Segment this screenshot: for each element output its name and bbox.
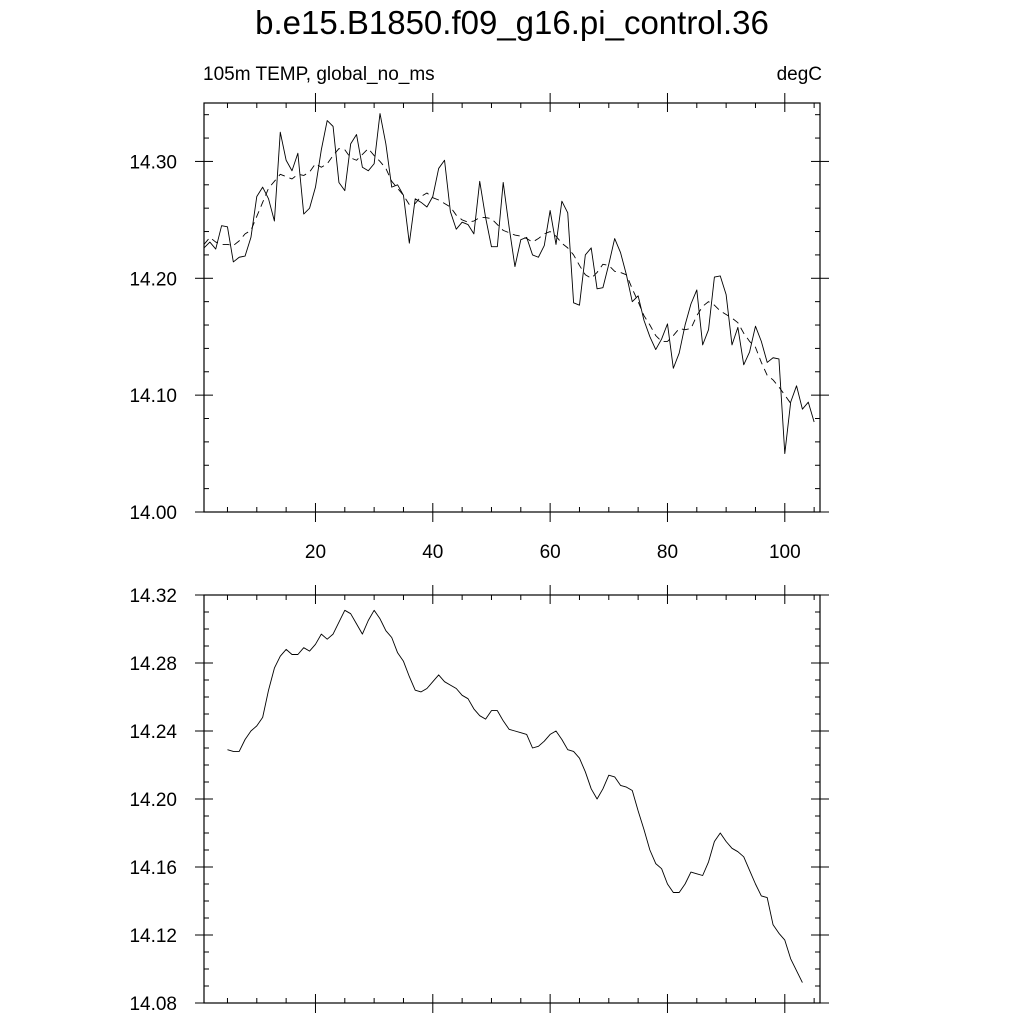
series-line-1 xyxy=(227,609,803,983)
bottom-panel: 14.08 14.12 14.16 14.20 14.24 14.28 14.32 xyxy=(129,585,829,1015)
series-line-0 xyxy=(203,113,815,455)
y-tick-label: 14.10 xyxy=(129,386,177,407)
top-chart-units-label: degC xyxy=(776,64,822,85)
y-tick-label: 14.20 xyxy=(129,790,177,811)
plot-frame-0 xyxy=(203,102,821,513)
y-tick-label: 14.24 xyxy=(129,722,177,743)
top-panel: 20 40 60 80 100 14.00 14.10 14.20 14.30 xyxy=(129,93,829,563)
y-tick-label: 14.08 xyxy=(129,994,177,1015)
x-tick-label: 20 xyxy=(305,542,326,563)
x-tick-label: 40 xyxy=(422,542,443,563)
y-tick-label: 14.32 xyxy=(129,586,177,607)
plot-frame-1 xyxy=(203,594,821,1004)
y-tick-label: 14.00 xyxy=(129,503,177,524)
running-mean-line-0 xyxy=(203,148,792,404)
y-tick-label: 14.28 xyxy=(129,654,177,675)
y-tick-label: 14.20 xyxy=(129,269,177,290)
y-tick-label: 14.16 xyxy=(129,858,177,879)
chart-title: b.e15.B1850.f09_g16.pi_control.36 xyxy=(255,4,769,41)
x-tick-label: 80 xyxy=(657,542,678,563)
x-tick-label: 60 xyxy=(540,542,561,563)
x-tick-label: 100 xyxy=(769,542,801,563)
y-tick-label: 14.12 xyxy=(129,926,177,947)
y-tick-label: 14.30 xyxy=(129,152,177,173)
top-chart-left-label: 105m TEMP, global_no_ms xyxy=(203,64,435,85)
